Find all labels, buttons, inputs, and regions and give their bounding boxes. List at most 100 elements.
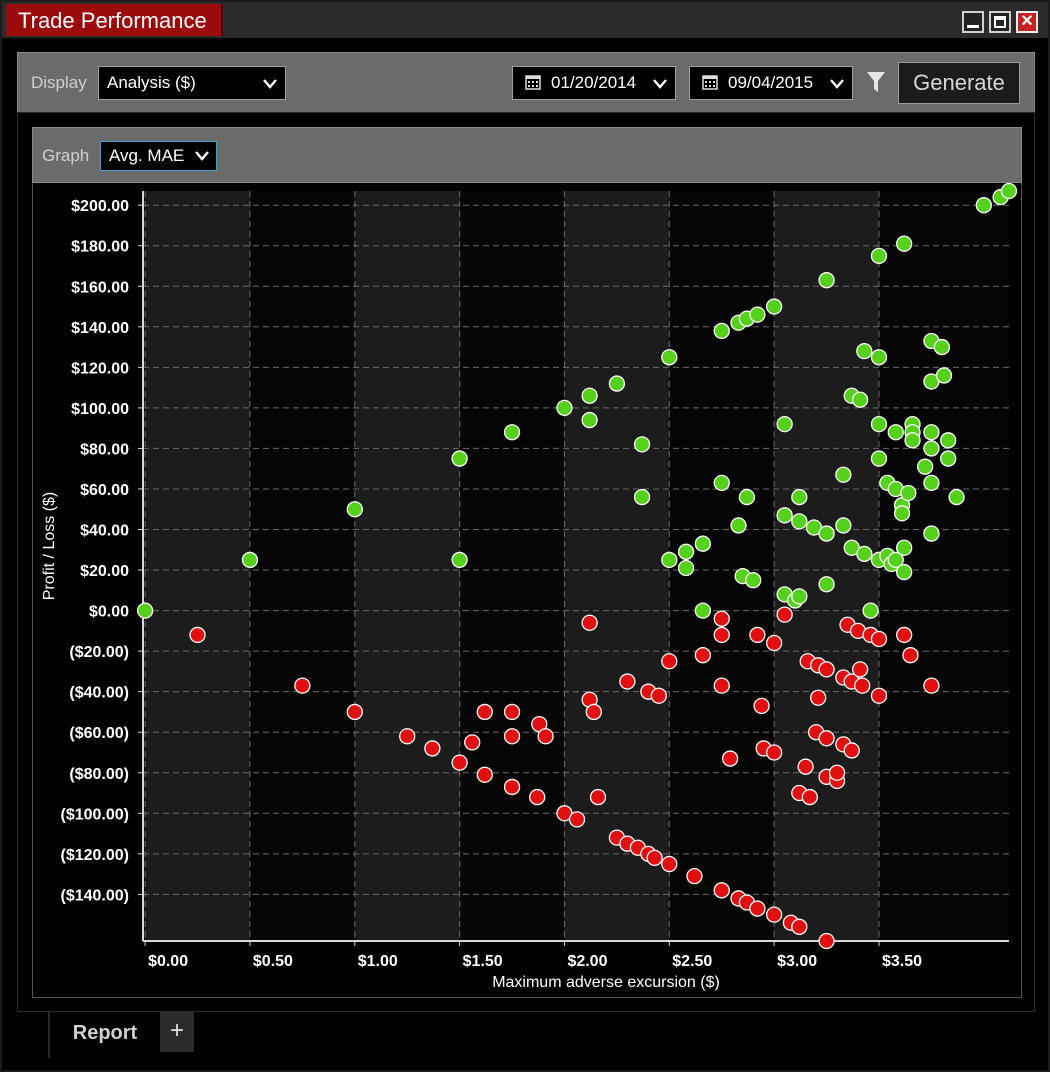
display-select[interactable]: Analysis ($) [98, 66, 286, 100]
loss-point [776, 606, 793, 623]
plot-band [564, 191, 670, 941]
profit-point [1000, 182, 1018, 200]
loss-point [537, 728, 554, 745]
loss-point [476, 766, 493, 783]
y-tick-label: $80.00 [80, 441, 129, 458]
loss-point [923, 677, 940, 694]
loss-point [589, 788, 607, 806]
profit-point [661, 551, 678, 569]
profit-point [896, 563, 913, 581]
loss-point [902, 647, 919, 664]
title-bar[interactable]: Trade Performance × [2, 2, 1048, 38]
profit-point [935, 367, 953, 384]
profit-point [661, 349, 678, 366]
loss-point [346, 703, 363, 721]
profit-point [923, 474, 940, 492]
loss-point [294, 677, 311, 694]
loss-point [818, 661, 835, 678]
profit-point [503, 424, 521, 441]
profit-point [346, 501, 363, 518]
loss-point [529, 788, 546, 806]
minimize-button[interactable] [962, 11, 984, 33]
chart-area: $200.00 $180.00 $160.00 $140.00 $120.00 $100.… [32, 182, 1022, 998]
profit-point [556, 399, 573, 417]
profit-point [933, 338, 951, 356]
calendar-icon [525, 75, 541, 90]
close-icon: × [1021, 10, 1033, 32]
add-tab-button[interactable]: + [160, 1012, 194, 1052]
toolbar: Display Analysis ($) 01/20/2014 09/04/20… [17, 52, 1035, 114]
loss-point [585, 703, 602, 721]
plot-band [459, 191, 565, 941]
loss-point [713, 677, 730, 694]
profit-point [896, 235, 913, 252]
x-tick-label: $1.00 [358, 953, 398, 970]
loss-point [650, 687, 667, 704]
y-tick-label: $140.00 [71, 320, 129, 337]
loss-point [818, 730, 835, 747]
graph-label: Graph [42, 146, 90, 165]
loss-point [870, 687, 888, 704]
profit-point [856, 342, 873, 360]
y-tick-label: $40.00 [80, 523, 129, 540]
loss-point [694, 647, 712, 664]
profit-point [791, 588, 808, 605]
profit-point [835, 517, 852, 534]
date-to-picker[interactable]: 09/04/2015 [689, 66, 853, 100]
filter-icon[interactable] [866, 70, 886, 94]
loss-point [581, 614, 598, 631]
y-tick-label: $60.00 [80, 482, 129, 499]
profit-point [856, 545, 873, 562]
profit-point [870, 247, 888, 265]
profit-point [900, 484, 917, 502]
profit-point [818, 525, 835, 542]
profit-point [581, 387, 598, 404]
profit-point [677, 559, 695, 577]
close-button[interactable]: × [1016, 10, 1038, 33]
profit-point [870, 415, 888, 433]
generate-button[interactable]: Generate [898, 62, 1020, 104]
y-tick-label: $180.00 [71, 239, 129, 256]
loss-point [801, 788, 818, 806]
profit-point [766, 298, 783, 315]
loss-point [843, 742, 860, 759]
y-tick-label: $160.00 [71, 279, 129, 296]
maximize-button[interactable] [989, 11, 1011, 33]
loss-point [818, 932, 835, 950]
date-to-value: 09/04/2015 [728, 73, 814, 92]
y-tick-label: $0.00 [89, 604, 129, 621]
loss-point [896, 626, 913, 644]
y-tick-label: $200.00 [71, 198, 129, 215]
window-title: Trade Performance [6, 4, 223, 36]
graph-panel: Graph Avg. MAE $200.00 $180.00 $160.00 $140… [17, 112, 1035, 1012]
loss-point [399, 728, 416, 745]
tab-report[interactable]: Report [48, 1012, 160, 1058]
profit-point [862, 602, 879, 619]
loss-point [870, 630, 888, 648]
profit-point [923, 440, 940, 457]
x-tick-label: $3.50 [882, 953, 922, 970]
profit-point [923, 424, 940, 441]
profit-point [791, 513, 808, 530]
profit-point [730, 517, 747, 534]
loss-point [713, 882, 730, 899]
loss-point [828, 764, 846, 781]
profit-point [948, 488, 965, 506]
loss-point [791, 918, 808, 935]
calendar-icon [702, 75, 718, 90]
profit-point [581, 411, 598, 429]
profit-point [745, 572, 762, 589]
loss-point [568, 811, 586, 828]
profit-point [940, 450, 957, 467]
chevron-down-icon [830, 67, 844, 99]
scatter-chart: $200.00 $180.00 $160.00 $140.00 $120.00 $100.… [41, 182, 1018, 991]
loss-point [661, 653, 678, 670]
y-tick-label: ($140.00) [61, 887, 130, 904]
graph-select[interactable]: Avg. MAE [100, 141, 217, 171]
loss-point [854, 677, 871, 694]
date-from-picker[interactable]: 01/20/2014 [512, 66, 676, 100]
profit-point [835, 466, 852, 483]
loss-point [749, 900, 766, 917]
y-tick-label: ($100.00) [61, 806, 130, 823]
x-tick-label: $0.50 [253, 953, 293, 970]
